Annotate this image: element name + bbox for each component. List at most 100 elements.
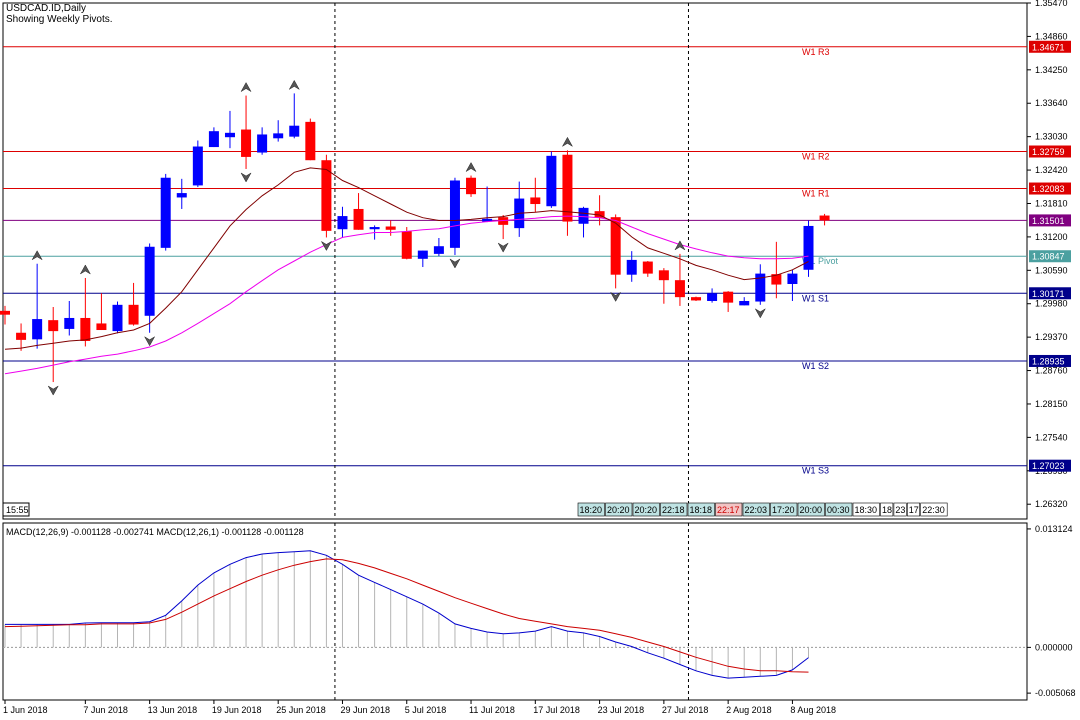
price-tag-label: 1.31501 xyxy=(1032,216,1065,226)
x-tick-label: 2 Aug 2018 xyxy=(726,705,772,715)
price-tag-label: 1.32759 xyxy=(1032,147,1065,157)
session-time-label: 18:30 xyxy=(855,505,878,515)
macd-line xyxy=(5,550,809,679)
session-time-box xyxy=(715,502,743,517)
candle-body xyxy=(353,208,364,230)
price-panel-frame xyxy=(2,2,1028,520)
candle-body xyxy=(674,280,685,298)
session-time-label: 17 xyxy=(909,505,919,515)
candle-body xyxy=(466,177,477,195)
candle-body xyxy=(691,297,702,301)
macd-y-tick-label: 0.000000 xyxy=(1035,642,1073,652)
x-tick-label: 27 Jul 2018 xyxy=(662,705,709,715)
candle-body xyxy=(385,226,396,230)
x-tick-label: 29 Jun 2018 xyxy=(340,705,390,715)
fractal-up-arrow xyxy=(79,264,92,275)
session-time-box xyxy=(687,502,715,517)
price-tag-label: 1.30847 xyxy=(1032,252,1065,262)
candle-body xyxy=(369,227,380,230)
price-tag-box xyxy=(1029,145,1071,158)
candle-body xyxy=(16,332,27,340)
corner-time-box xyxy=(2,502,30,517)
candle-body xyxy=(482,218,493,222)
y-tick-label: 1.28760 xyxy=(1035,366,1068,376)
session-time-label: 22:03 xyxy=(745,505,768,515)
price-tag-box xyxy=(1029,354,1071,367)
session-time-label: 20:00 xyxy=(800,505,823,515)
candle-body xyxy=(626,259,637,275)
candle-body xyxy=(176,193,187,198)
chart-subtitle: Showing Weekly Pivots. xyxy=(6,14,113,25)
macd-label: MACD(12,26,9) -0.001128 -0.002741 MACD(1… xyxy=(6,527,304,537)
session-time-box xyxy=(852,502,880,517)
candle-body xyxy=(803,225,814,270)
candle-body xyxy=(273,133,284,139)
price-tag-label: 1.34671 xyxy=(1032,42,1065,52)
session-time-label: 23 xyxy=(895,505,905,515)
candle-body xyxy=(755,273,766,302)
y-tick-label: 1.33640 xyxy=(1035,98,1068,108)
ma-slow-line xyxy=(4,215,809,375)
y-tick-label: 1.29370 xyxy=(1035,332,1068,342)
session-time-label: 20:20 xyxy=(607,505,630,515)
candle-body xyxy=(658,270,669,281)
candle-body xyxy=(723,291,734,303)
session-time-box xyxy=(893,502,907,517)
x-tick-label: 1 Jun 2018 xyxy=(3,705,48,715)
fractal-up-arrow xyxy=(288,79,300,91)
pivot-label: W1 Pivot xyxy=(802,256,839,266)
candle-body xyxy=(546,155,557,207)
fractal-down-arrow xyxy=(143,336,156,347)
session-time-box xyxy=(770,502,798,517)
x-tick-label: 17 Jul 2018 xyxy=(533,705,580,715)
candle-body xyxy=(32,319,43,340)
x-tick-label: 5 Jul 2018 xyxy=(405,705,447,715)
fractal-up-arrow xyxy=(674,240,686,251)
macd-panel-frame xyxy=(2,522,1028,701)
candle-body xyxy=(0,310,10,315)
candle-body xyxy=(224,132,235,138)
candle-body xyxy=(96,323,107,331)
candle-body xyxy=(401,231,412,259)
session-time-box xyxy=(577,502,605,517)
price-tag-box xyxy=(1029,250,1071,263)
candle-body xyxy=(305,121,316,161)
price-tag-box xyxy=(1029,214,1071,227)
ma-fast-line xyxy=(4,167,809,350)
candle-body xyxy=(208,131,219,148)
y-tick-label: 1.31200 xyxy=(1035,232,1068,242)
pivot-label: W1 R3 xyxy=(802,47,830,57)
y-tick-label: 1.26320 xyxy=(1035,499,1068,509)
price-tag-label: 1.28935 xyxy=(1032,356,1065,366)
session-time-box xyxy=(797,502,825,517)
candle-body xyxy=(257,134,268,153)
fractal-up-arrow xyxy=(561,136,574,148)
fractal-up-arrow xyxy=(465,162,477,173)
y-tick-label: 1.31810 xyxy=(1035,198,1068,208)
y-tick-label: 1.30590 xyxy=(1035,265,1068,275)
candle-body xyxy=(48,320,59,332)
candle-body xyxy=(787,273,798,285)
session-time-box xyxy=(920,502,948,517)
x-tick-label: 8 Aug 2018 xyxy=(790,705,836,715)
y-tick-label: 1.27540 xyxy=(1035,432,1068,442)
price-tag-label: 1.30171 xyxy=(1032,289,1065,299)
session-time-label: 00:30 xyxy=(827,505,850,515)
candle-body xyxy=(64,317,75,329)
fractal-down-arrow xyxy=(240,172,252,183)
candle-body xyxy=(80,317,91,341)
candle-body xyxy=(498,217,509,225)
pivot-label: W1 S1 xyxy=(802,293,829,303)
price-tag-box xyxy=(1029,459,1071,472)
y-tick-label: 1.33030 xyxy=(1035,132,1068,142)
candle-body xyxy=(321,160,332,231)
candle-body xyxy=(530,197,541,205)
macd-y-tick-label: 0.013124 xyxy=(1035,524,1073,534)
fractal-down-arrow xyxy=(497,242,509,253)
candle-body xyxy=(642,261,653,274)
x-tick-label: 25 Jun 2018 xyxy=(276,705,326,715)
fractal-down-arrow xyxy=(449,258,461,269)
session-time-label: 17:20 xyxy=(772,505,795,515)
candle-body xyxy=(707,293,718,301)
